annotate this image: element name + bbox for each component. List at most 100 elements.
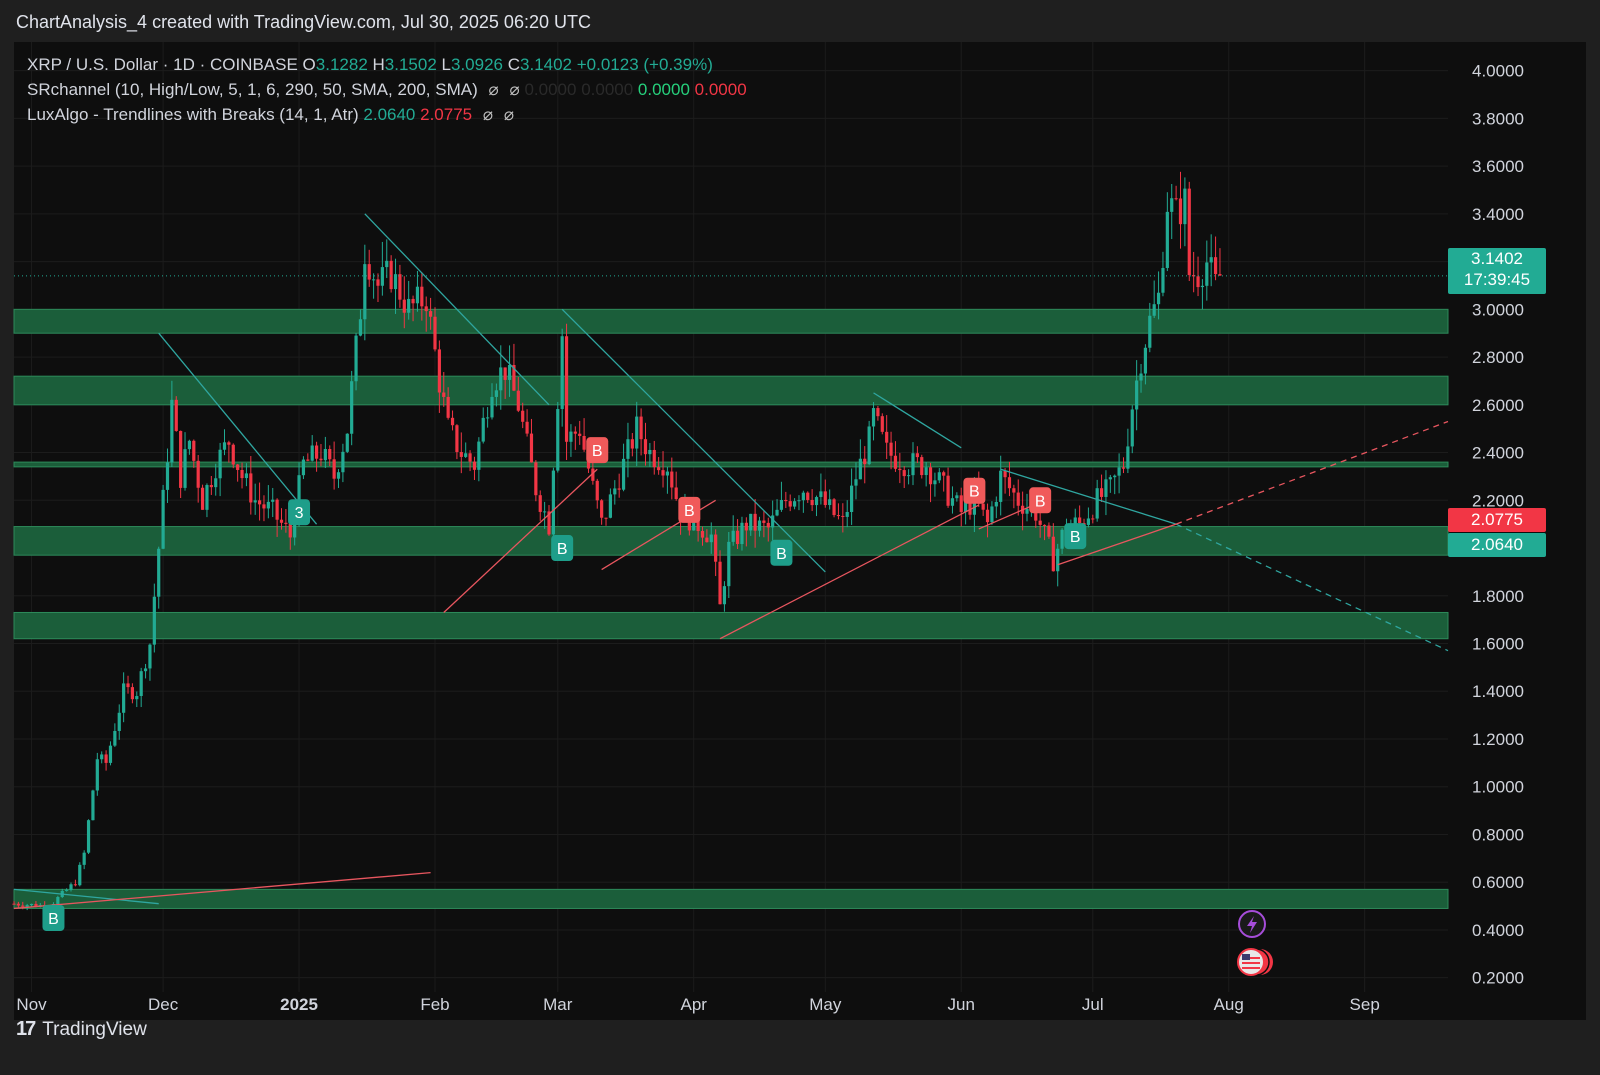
- candle-body: [968, 501, 972, 515]
- candle-body: [65, 889, 69, 891]
- candle-body: [490, 396, 494, 418]
- candle-body: [538, 495, 542, 512]
- candle-body: [354, 335, 358, 382]
- candle-body: [762, 520, 766, 523]
- candle-body: [630, 439, 634, 449]
- candle-body: [1047, 525, 1051, 537]
- lux-red-tag: 2.0775: [1448, 508, 1546, 532]
- candle-body: [1200, 285, 1205, 288]
- candle-body: [1209, 257, 1213, 263]
- candle-body: [985, 509, 990, 523]
- break-label-text: B: [684, 503, 695, 520]
- candle-body: [450, 417, 455, 426]
- sr-zone: [13, 461, 1449, 468]
- candle-body: [135, 696, 139, 700]
- y-tick-label: 1.4000: [1472, 682, 1524, 701]
- candle-body: [591, 468, 595, 481]
- bar-countdown: 17:39:45: [1463, 270, 1531, 289]
- y-tick-label: 1.2000: [1472, 730, 1524, 749]
- candle-body: [472, 461, 477, 470]
- y-tick-label: 2.6000: [1472, 396, 1524, 415]
- candle-body: [832, 499, 836, 516]
- hide-icon[interactable]: ⌀: [488, 80, 499, 99]
- candle-body: [792, 501, 797, 507]
- candle-body: [604, 517, 608, 519]
- candle-body: [350, 381, 354, 434]
- candle-body: [284, 522, 288, 524]
- candle-body: [858, 458, 862, 480]
- us-flag-stripe: [1242, 967, 1260, 969]
- break-labels: B 3 B B B B B B B: [42, 437, 1087, 932]
- candle-body: [902, 470, 906, 477]
- candle-body: [1095, 488, 1099, 519]
- candle-body: [959, 495, 963, 512]
- candle-body: [34, 903, 38, 907]
- hide-icon[interactable]: ⌀: [509, 80, 520, 99]
- sr-zone: [13, 611, 1449, 640]
- candle-body: [420, 286, 424, 307]
- candle-body: [613, 488, 617, 495]
- candle-body: [481, 417, 485, 442]
- low-value: 3.0926: [451, 55, 503, 74]
- trendline: [364, 213, 550, 406]
- candle-body: [560, 336, 564, 410]
- candle-body: [845, 512, 849, 517]
- legend-luxalgo-row[interactable]: LuxAlgo - Trendlines with Breaks (14, 1,…: [27, 102, 747, 127]
- candle-body: [639, 416, 643, 440]
- candle-body: [192, 440, 196, 461]
- break-label-badge: [551, 535, 574, 562]
- candle-body: [946, 475, 950, 506]
- break-label-badge: [288, 499, 311, 526]
- x-tick-label: Sep: [1350, 995, 1380, 1014]
- candle-body: [657, 467, 661, 471]
- y-tick-label: 3.8000: [1472, 109, 1524, 128]
- candle-body: [122, 683, 126, 713]
- legend-srchannel-row[interactable]: SRchannel (10, High/Low, 5, 1, 6, 290, 5…: [27, 77, 747, 102]
- candle-body: [1012, 488, 1016, 493]
- candle-body: [955, 495, 959, 499]
- break-label-badge: [42, 905, 65, 932]
- footer-brand[interactable]: 17 TradingView: [16, 1018, 147, 1041]
- break-label-text: B: [48, 911, 59, 928]
- chart-header: ChartAnalysis_4 created with TradingView…: [16, 12, 591, 32]
- candle-body: [670, 471, 674, 488]
- legend-symbol-row[interactable]: XRP / U.S. Dollar · 1D · COINBASE O3.128…: [27, 52, 747, 77]
- candle-body: [543, 511, 547, 513]
- x-tick-label: Aug: [1214, 995, 1244, 1014]
- break-label-text: B: [1070, 529, 1081, 546]
- candle-body: [521, 410, 525, 422]
- candle-body: [104, 754, 108, 763]
- srchannel-name: SRchannel (10, High/Low, 5, 1, 6, 290, 5…: [27, 80, 478, 99]
- candle-body: [1042, 524, 1047, 526]
- y-tick-label: 2.8000: [1472, 348, 1524, 367]
- lightning-bolt-icon: [1247, 916, 1257, 933]
- candle-body: [1152, 304, 1156, 316]
- candle-body: [880, 416, 884, 432]
- candle-body: [73, 884, 77, 886]
- y-tick-label: 1.6000: [1472, 635, 1524, 654]
- hide-icon[interactable]: ⌀: [503, 105, 515, 124]
- break-label-badge: [1029, 487, 1052, 514]
- sr-zone: [13, 308, 1449, 334]
- candle-body: [727, 541, 731, 587]
- x-tick-label: Jun: [948, 995, 975, 1014]
- candle-body: [459, 452, 463, 457]
- candle-body: [893, 455, 898, 469]
- y-tick-label: 3.0000: [1472, 300, 1524, 319]
- trendline: [13, 888, 159, 905]
- candle-body: [1130, 409, 1134, 447]
- x-tick-label: Dec: [148, 995, 179, 1014]
- candle-body: [1121, 467, 1126, 469]
- candle-body: [16, 903, 20, 906]
- x-tick-label: Mar: [543, 995, 573, 1014]
- candle-body: [525, 421, 529, 434]
- candle-body: [1183, 188, 1187, 225]
- y-tick-label: 1.8000: [1472, 587, 1524, 606]
- candle-body: [744, 522, 748, 531]
- hide-icon[interactable]: ⌀: [482, 105, 494, 124]
- change-value: +0.0123 (+0.39%): [576, 55, 713, 74]
- candle-body: [608, 494, 613, 518]
- candle-body: [126, 683, 130, 688]
- open-value: 3.1282: [315, 55, 368, 74]
